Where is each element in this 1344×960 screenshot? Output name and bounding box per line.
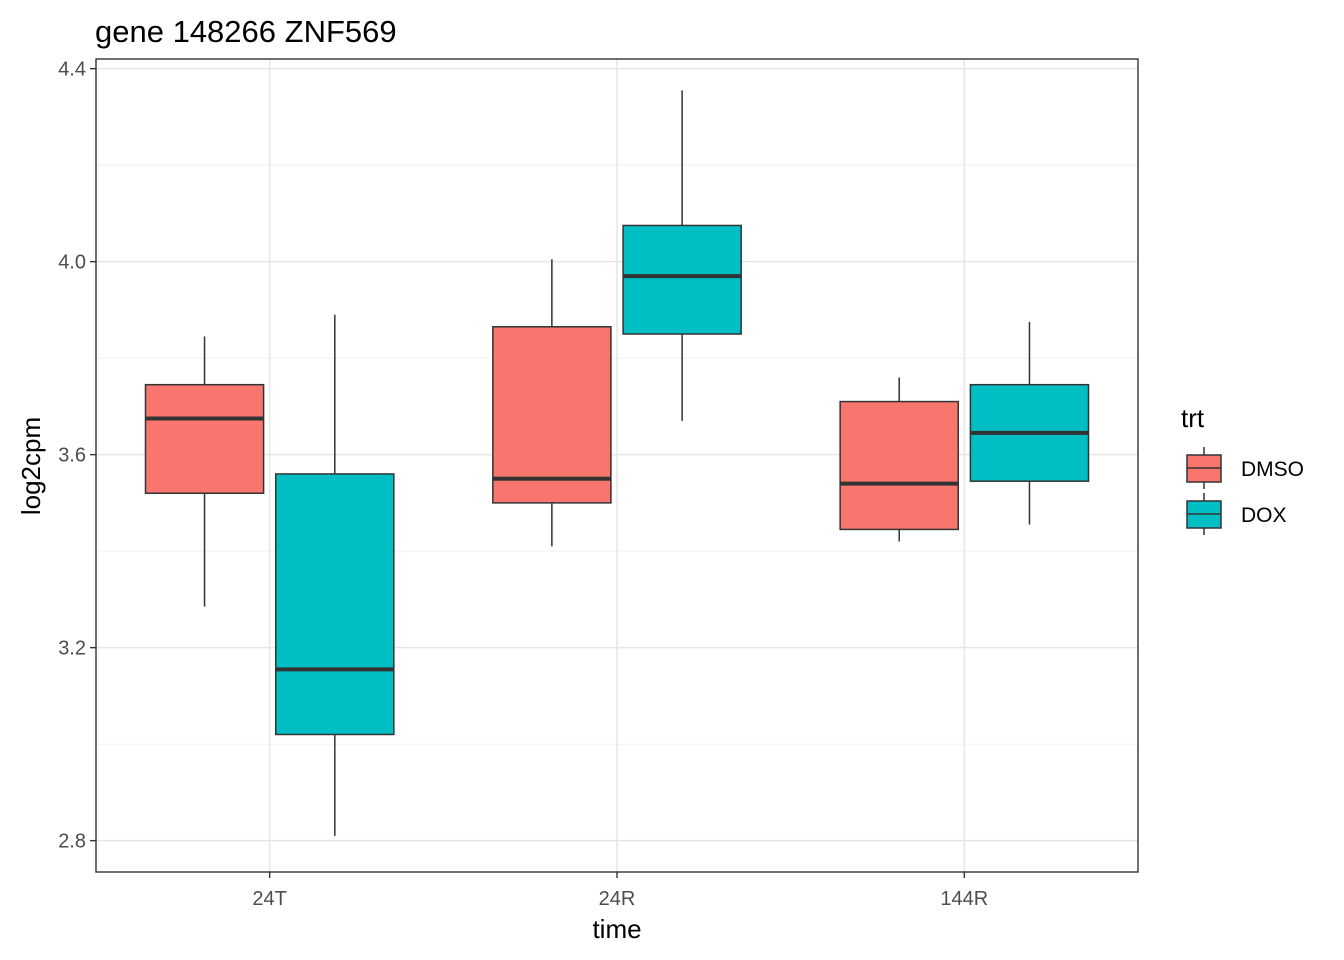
legend-label: DOX <box>1241 504 1287 527</box>
box-dox-144r <box>969 321 1090 525</box>
axes: 2.8 3.2 3.6 4.0 4.4 24T 24R 144R <box>58 59 988 910</box>
x-tick-label: 24T <box>252 888 286 910</box>
y-axis-title: log2cpm <box>16 417 46 515</box>
box-layer <box>144 90 1090 836</box>
y-tick-label: 4.4 <box>58 59 86 81</box>
legend-entry-dox: DOX <box>1186 493 1287 535</box>
box-body <box>274 473 395 736</box>
box-body <box>492 326 612 504</box>
x-axis-title: time <box>592 914 641 944</box>
y-tick-label: 3.2 <box>58 638 86 660</box>
y-tick-label: 3.6 <box>58 445 86 467</box>
chart-title: gene 148266 ZNF569 <box>95 14 397 49</box>
grid-lines <box>96 59 1138 872</box>
legend-entries: DMSO DOX <box>1186 447 1304 535</box>
box-body <box>144 383 265 494</box>
legend-title: trt <box>1181 403 1205 433</box>
legend-entry-dmso: DMSO <box>1186 447 1304 489</box>
box-body <box>622 224 742 335</box>
legend: trt DMSO DOX <box>1181 403 1304 535</box>
box-dmso-24r <box>492 259 612 547</box>
y-tick-label: 4.0 <box>58 252 86 274</box>
legend-label: DMSO <box>1241 458 1304 481</box>
x-tick-label: 144R <box>940 888 988 910</box>
box-dox-24r <box>622 90 742 421</box>
y-tick-label: 2.8 <box>58 831 86 853</box>
box-dmso-144r <box>839 377 960 542</box>
box-body <box>839 400 960 531</box>
box-dmso-24t <box>144 336 265 607</box>
x-tick-label: 24R <box>599 888 636 910</box>
box-dox-24t <box>274 314 395 836</box>
